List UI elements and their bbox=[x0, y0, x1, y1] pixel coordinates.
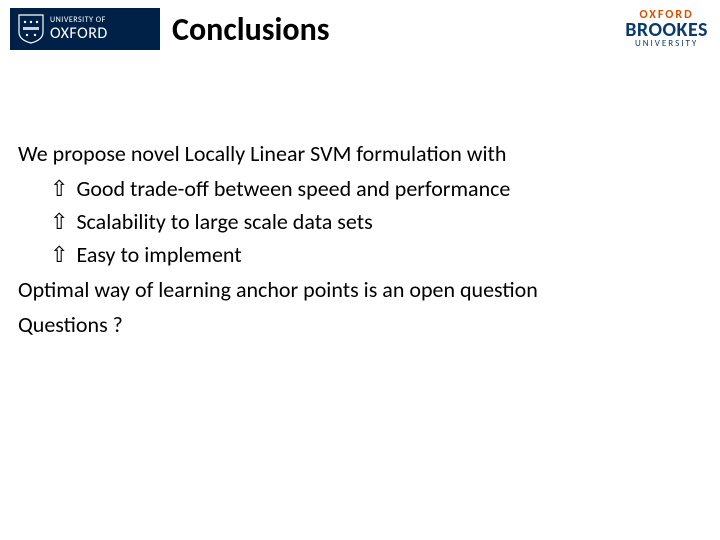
bullet-text: Easy to implement bbox=[76, 241, 241, 268]
brookes-logo: OXFORD BROOKES UNIVERSITY bbox=[625, 8, 708, 49]
arrow-up-icon: ⇧ bbox=[50, 244, 68, 266]
bullet-text: Good trade-off between speed and perform… bbox=[76, 175, 510, 202]
content: We propose novel Locally Linear SVM form… bbox=[0, 50, 720, 338]
bullet-list: ⇧ Good trade-off between speed and perfo… bbox=[18, 175, 702, 268]
questions-line: Questions ? bbox=[18, 311, 702, 338]
oxford-name-label: OXFORD bbox=[50, 26, 108, 42]
arrow-up-icon: ⇧ bbox=[50, 211, 68, 233]
list-item: ⇧ Good trade-off between speed and perfo… bbox=[50, 175, 702, 202]
paragraph: Optimal way of learning anchor points is… bbox=[18, 276, 702, 303]
list-item: ⇧ Scalability to large scale data sets bbox=[50, 208, 702, 235]
oxford-logo: UNIVERSITY OF OXFORD bbox=[10, 8, 160, 50]
oxford-shield-icon bbox=[18, 14, 44, 44]
header: UNIVERSITY OF OXFORD Conclusions OXFORD … bbox=[0, 0, 720, 50]
arrow-up-icon: ⇧ bbox=[50, 178, 68, 200]
list-item: ⇧ Easy to implement bbox=[50, 241, 702, 268]
brookes-university-label: UNIVERSITY bbox=[625, 40, 708, 49]
page-title: Conclusions bbox=[172, 10, 330, 49]
oxford-university-of-label: UNIVERSITY OF bbox=[50, 16, 108, 24]
intro-line: We propose novel Locally Linear SVM form… bbox=[18, 140, 702, 167]
oxford-text: UNIVERSITY OF OXFORD bbox=[50, 16, 108, 42]
bullet-text: Scalability to large scale data sets bbox=[76, 208, 372, 235]
